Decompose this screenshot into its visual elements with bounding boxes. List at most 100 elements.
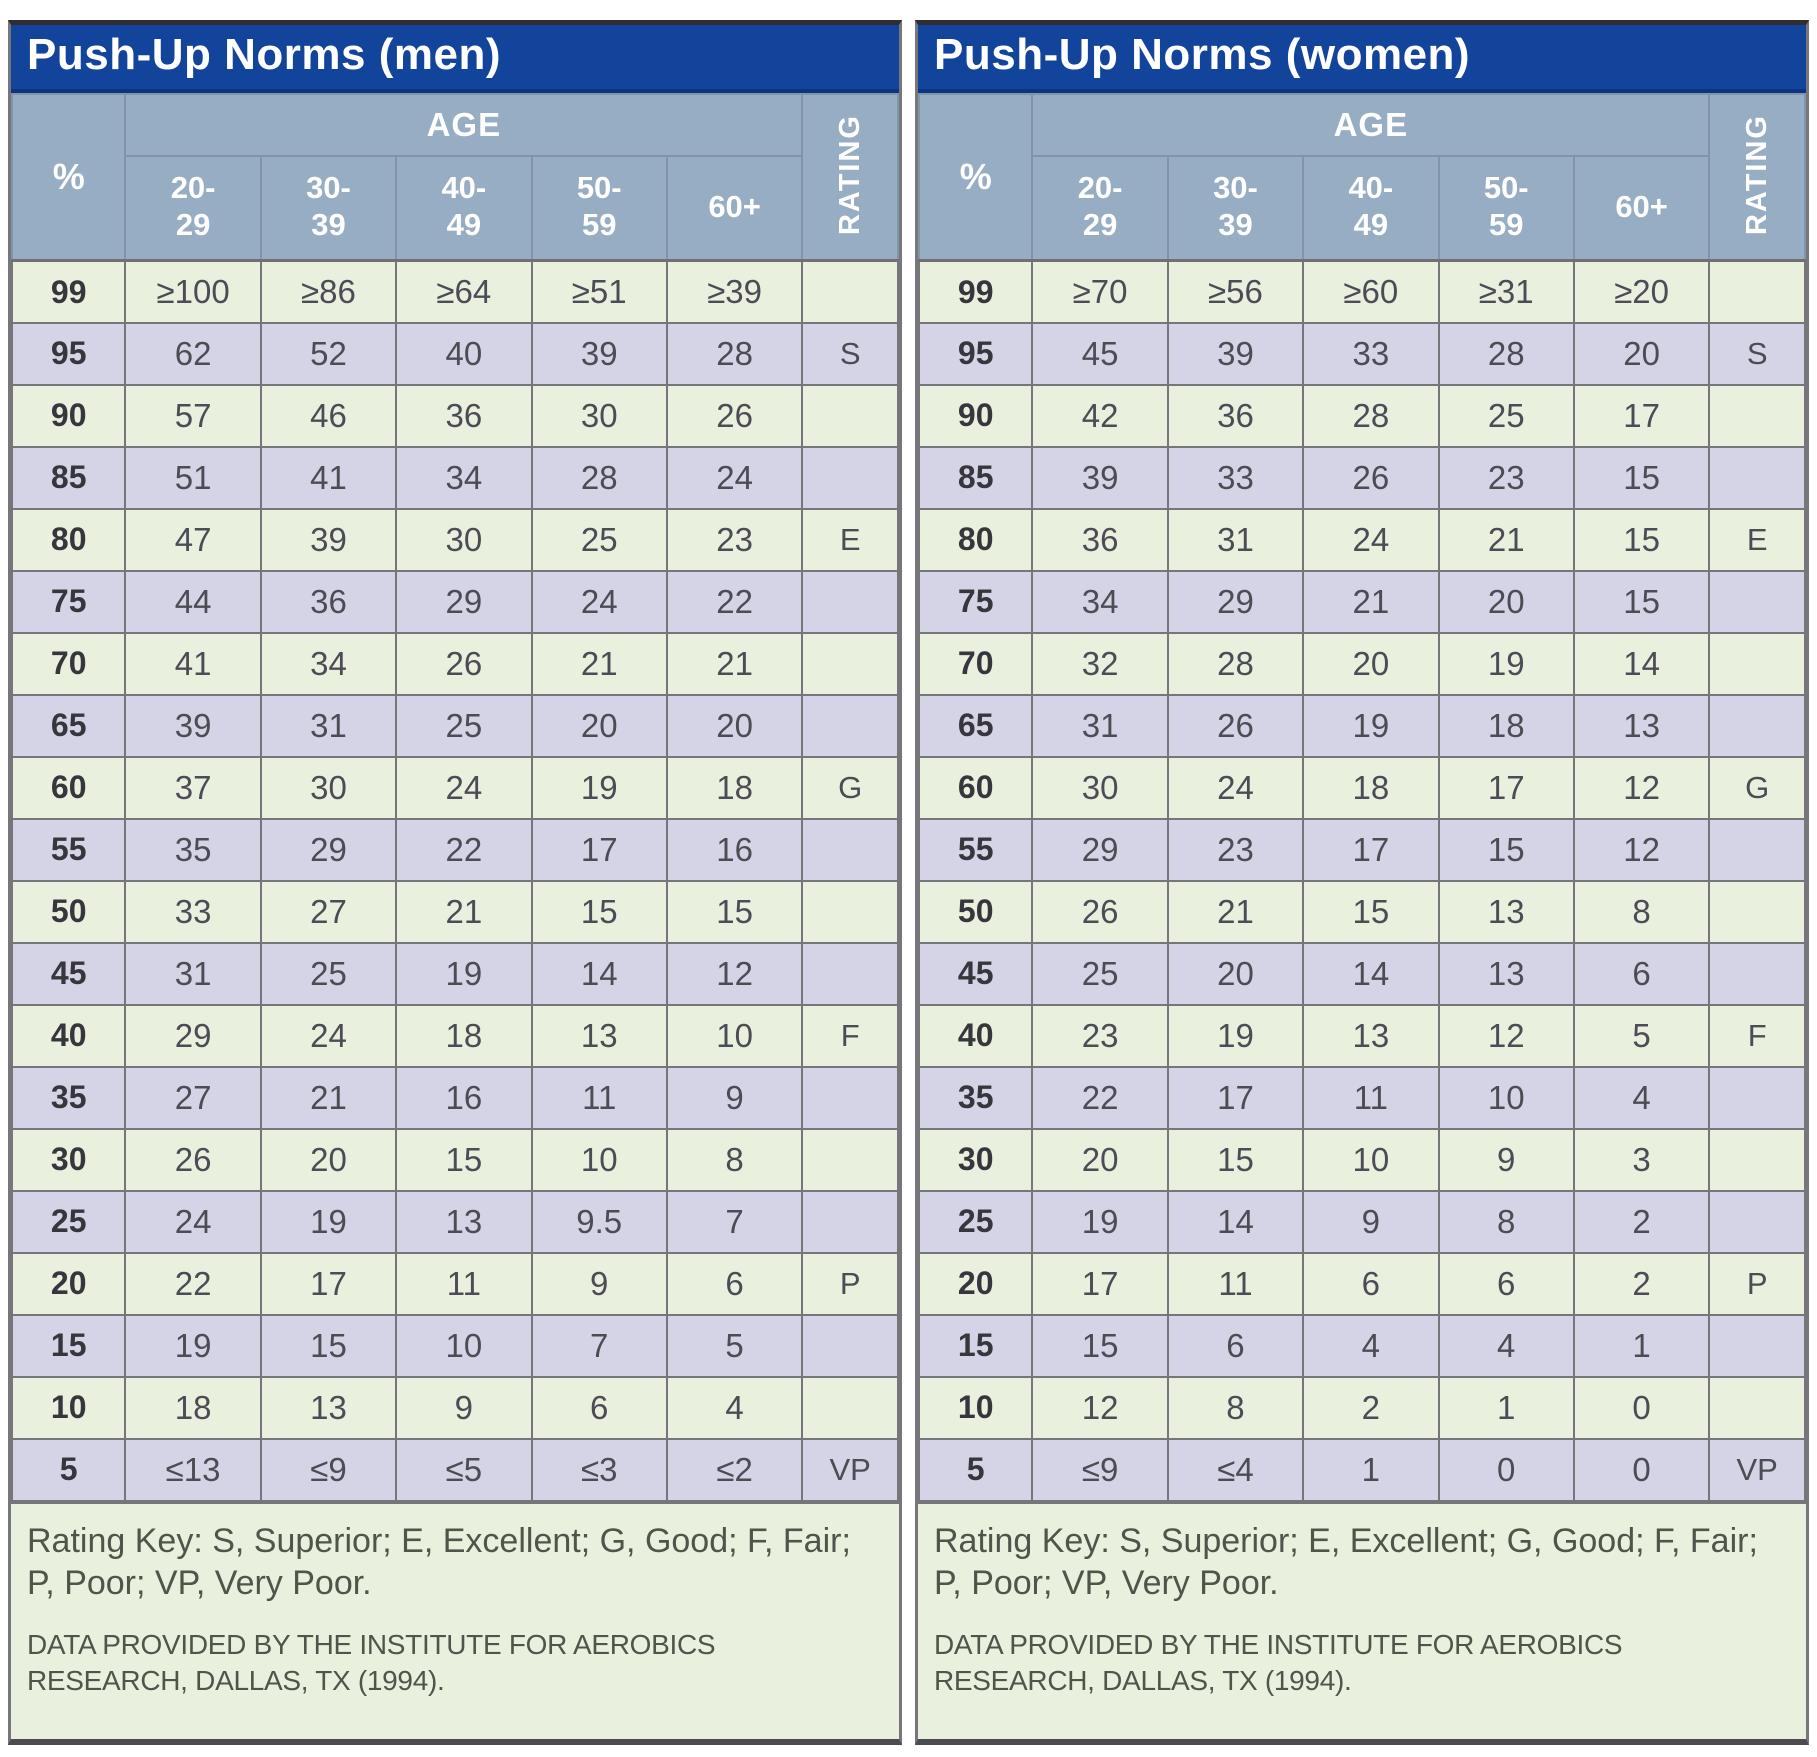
value-cell: 29 bbox=[124, 1003, 262, 1068]
table-row: 60 30 24 18 17 12 G bbox=[918, 755, 1806, 820]
percentile-cell: 65 bbox=[11, 693, 127, 758]
value-cell: 16 bbox=[665, 817, 804, 882]
rating-header-text: RATING bbox=[1740, 114, 1773, 236]
rating-cell bbox=[801, 1313, 899, 1378]
age-group-header-row: 20- 29 30- 39 40- 49 50- 59 60+ bbox=[12, 155, 898, 263]
percentile-cell: 85 bbox=[918, 445, 1034, 510]
value-cell: 0 bbox=[1437, 1437, 1575, 1502]
rating-cell: VP bbox=[1708, 1437, 1806, 1502]
percentile-cell: 90 bbox=[11, 383, 127, 448]
value-cell: ≥64 bbox=[395, 259, 533, 324]
value-cell: 33 bbox=[1166, 445, 1305, 510]
table-row: 15 19 15 10 7 5 bbox=[11, 1313, 899, 1378]
value-cell: 11 bbox=[395, 1251, 533, 1316]
value-cell: 1 bbox=[1437, 1375, 1575, 1440]
table-row: 60 37 30 24 19 18 G bbox=[11, 755, 899, 820]
rating-cell bbox=[801, 1375, 899, 1440]
value-cell: 20 bbox=[1572, 321, 1711, 386]
age-header: AGE bbox=[1031, 93, 1711, 157]
rating-cell bbox=[801, 1065, 899, 1130]
value-cell: 14 bbox=[530, 941, 668, 1006]
value-cell: 8 bbox=[1572, 879, 1711, 944]
percentile-cell: 20 bbox=[11, 1251, 127, 1316]
rating-cell: VP bbox=[801, 1437, 899, 1502]
value-cell: 27 bbox=[259, 879, 398, 944]
value-cell: 15 bbox=[1437, 817, 1575, 882]
rating-cell bbox=[1708, 1313, 1806, 1378]
value-cell: 36 bbox=[395, 383, 533, 448]
value-cell: 21 bbox=[259, 1065, 398, 1130]
value-cell: ≤13 bbox=[124, 1437, 262, 1502]
percentile-cell: 55 bbox=[11, 817, 127, 882]
value-cell: ≤4 bbox=[1166, 1437, 1305, 1502]
value-cell: 15 bbox=[1031, 1313, 1169, 1378]
rating-key: Rating Key: S, Superior; E, Excellent; G… bbox=[27, 1521, 851, 1603]
value-cell: 11 bbox=[1166, 1251, 1305, 1316]
table-row: 40 23 19 13 12 5 F bbox=[918, 1003, 1806, 1068]
value-cell: 6 bbox=[530, 1375, 668, 1440]
value-cell: 15 bbox=[1166, 1127, 1305, 1192]
table-row: 35 22 17 11 10 4 bbox=[918, 1065, 1806, 1130]
rating-cell: P bbox=[801, 1251, 899, 1316]
rating-cell: P bbox=[1708, 1251, 1806, 1316]
table-row: 75 44 36 29 24 22 bbox=[11, 569, 899, 634]
value-cell: ≤9 bbox=[259, 1437, 398, 1502]
percent-column-header: % bbox=[918, 93, 1034, 263]
table-row: 10 12 8 2 1 0 bbox=[918, 1375, 1806, 1440]
percentile-cell: 30 bbox=[11, 1127, 127, 1192]
value-cell: 6 bbox=[665, 1251, 804, 1316]
table-row: 99 ≥100 ≥86 ≥64 ≥51 ≥39 bbox=[11, 259, 899, 324]
value-cell: 21 bbox=[1166, 879, 1305, 944]
value-cell: 10 bbox=[1302, 1127, 1440, 1192]
value-cell: 41 bbox=[259, 445, 398, 510]
value-cell: 44 bbox=[124, 569, 262, 634]
rating-cell bbox=[1708, 631, 1806, 696]
value-cell: 57 bbox=[124, 383, 262, 448]
table-row: 55 29 23 17 15 12 bbox=[918, 817, 1806, 882]
percentile-cell: 15 bbox=[918, 1313, 1034, 1378]
value-cell: 18 bbox=[1302, 755, 1440, 820]
rating-cell bbox=[801, 383, 899, 448]
value-cell: 19 bbox=[1031, 1189, 1169, 1254]
value-cell: 24 bbox=[665, 445, 804, 510]
age-group-header: 50- 59 bbox=[1437, 155, 1575, 263]
table-row: 5 ≤13 ≤9 ≤5 ≤3 ≤2 VP bbox=[11, 1437, 899, 1502]
percent-column-header: % bbox=[11, 93, 127, 263]
value-cell: 12 bbox=[1572, 817, 1711, 882]
value-cell: 10 bbox=[395, 1313, 533, 1378]
age-group-header: 20- 29 bbox=[1031, 155, 1169, 263]
value-cell: 4 bbox=[1302, 1313, 1440, 1378]
value-cell: 39 bbox=[1031, 445, 1169, 510]
percentile-cell: 30 bbox=[918, 1127, 1034, 1192]
table-footer: Rating Key: S, Superior; E, Excellent; G… bbox=[918, 1501, 1806, 1739]
pushup-norms-women-table: Push-Up Norms (women) % AGE RATING 20- 29… bbox=[915, 20, 1809, 1745]
value-cell: 9 bbox=[665, 1065, 804, 1130]
value-cell: 17 bbox=[1437, 755, 1575, 820]
value-cell: 41 bbox=[124, 631, 262, 696]
table-row: 70 32 28 20 19 14 bbox=[918, 631, 1806, 696]
table-row: 80 36 31 24 21 15 E bbox=[918, 507, 1806, 572]
rating-cell bbox=[1708, 1375, 1806, 1440]
value-cell: 4 bbox=[1437, 1313, 1575, 1378]
value-cell: 8 bbox=[1166, 1375, 1305, 1440]
table-footer: Rating Key: S, Superior; E, Excellent; G… bbox=[11, 1501, 899, 1739]
value-cell: 22 bbox=[124, 1251, 262, 1316]
percentile-cell: 99 bbox=[11, 259, 127, 324]
value-cell: 21 bbox=[530, 631, 668, 696]
value-cell: 31 bbox=[1166, 507, 1305, 572]
value-cell: 17 bbox=[1302, 817, 1440, 882]
table-row: 10 18 13 9 6 4 bbox=[11, 1375, 899, 1440]
table-title-text: Push-Up Norms (men) bbox=[27, 30, 501, 79]
rating-cell bbox=[1708, 817, 1806, 882]
value-cell: 0 bbox=[1572, 1375, 1711, 1440]
percentile-cell: 80 bbox=[918, 507, 1034, 572]
value-cell: 20 bbox=[259, 1127, 398, 1192]
percentile-cell: 15 bbox=[11, 1313, 127, 1378]
table-row: 45 31 25 19 14 12 bbox=[11, 941, 899, 1006]
age-group-header: 60+ bbox=[1572, 155, 1711, 263]
value-cell: 32 bbox=[1031, 631, 1169, 696]
rating-column-header: RATING bbox=[801, 93, 899, 263]
age-group-header: 30- 39 bbox=[1166, 155, 1305, 263]
age-group-header: 30- 39 bbox=[259, 155, 398, 263]
value-cell: 36 bbox=[1031, 507, 1169, 572]
